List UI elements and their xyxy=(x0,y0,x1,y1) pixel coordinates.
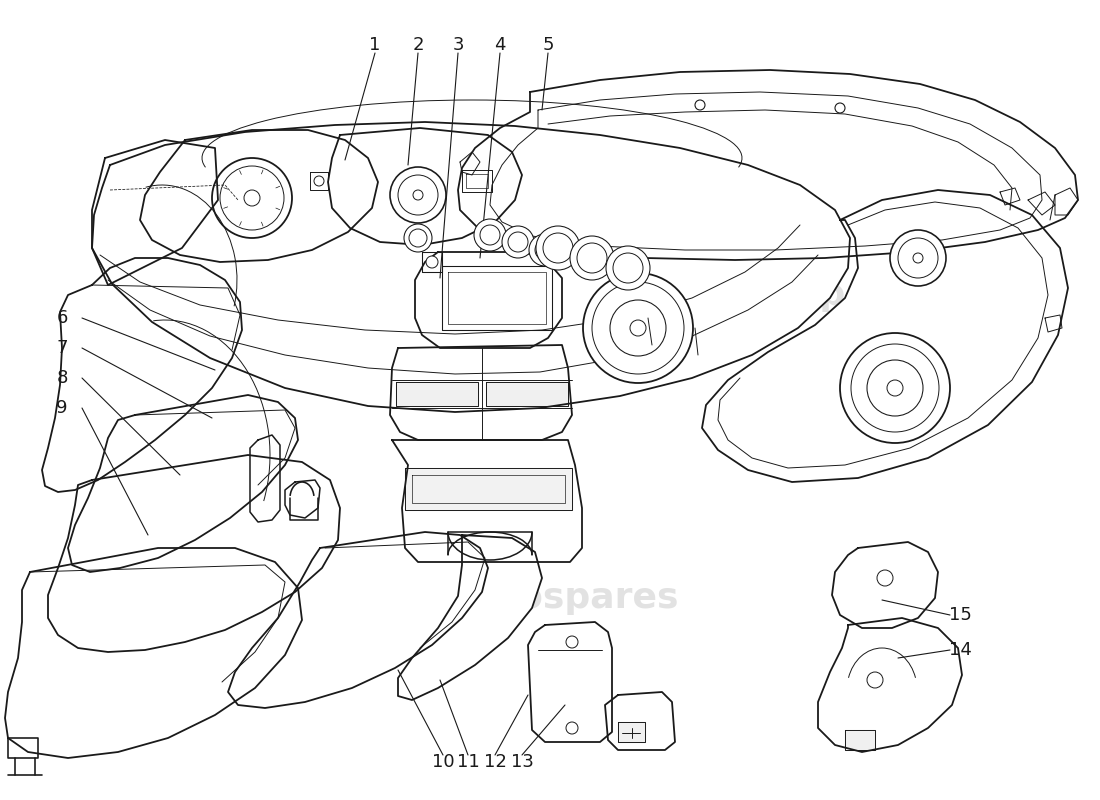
Circle shape xyxy=(583,273,693,383)
Circle shape xyxy=(877,570,893,586)
Polygon shape xyxy=(396,382,478,406)
Circle shape xyxy=(890,230,946,286)
Circle shape xyxy=(314,176,324,186)
Polygon shape xyxy=(1028,192,1055,215)
Text: 3: 3 xyxy=(452,36,464,54)
Polygon shape xyxy=(618,722,645,742)
Circle shape xyxy=(536,226,580,270)
Circle shape xyxy=(570,236,614,280)
Text: 12: 12 xyxy=(484,753,506,771)
Text: eurospares: eurospares xyxy=(706,278,934,312)
Text: 10: 10 xyxy=(431,753,454,771)
Text: 7: 7 xyxy=(56,339,68,357)
Polygon shape xyxy=(528,622,612,742)
Text: 14: 14 xyxy=(948,641,971,659)
Polygon shape xyxy=(140,130,378,262)
Polygon shape xyxy=(285,480,320,518)
Text: 9: 9 xyxy=(56,399,68,417)
Polygon shape xyxy=(462,170,492,192)
Circle shape xyxy=(840,333,950,443)
Circle shape xyxy=(610,300,665,356)
Circle shape xyxy=(630,320,646,336)
Circle shape xyxy=(212,158,292,238)
Circle shape xyxy=(426,256,438,268)
Polygon shape xyxy=(442,266,552,330)
Circle shape xyxy=(412,190,424,200)
Circle shape xyxy=(529,234,561,266)
Text: eurospares: eurospares xyxy=(106,278,334,312)
Polygon shape xyxy=(460,152,480,175)
Circle shape xyxy=(867,360,923,416)
Polygon shape xyxy=(250,435,280,522)
Polygon shape xyxy=(48,455,340,652)
Circle shape xyxy=(474,219,506,251)
Text: eurospares: eurospares xyxy=(266,581,494,615)
Polygon shape xyxy=(1055,188,1078,215)
Text: euro: euro xyxy=(128,246,192,270)
Polygon shape xyxy=(458,70,1078,260)
Polygon shape xyxy=(228,532,488,708)
Polygon shape xyxy=(1000,188,1020,205)
Polygon shape xyxy=(92,122,850,412)
Circle shape xyxy=(867,672,883,688)
Polygon shape xyxy=(1045,315,1062,332)
Circle shape xyxy=(244,190,260,206)
Polygon shape xyxy=(42,258,242,492)
Polygon shape xyxy=(328,128,522,245)
Polygon shape xyxy=(832,542,938,628)
Text: 11: 11 xyxy=(456,753,480,771)
Circle shape xyxy=(566,636,578,648)
Text: 5: 5 xyxy=(542,36,553,54)
Polygon shape xyxy=(702,190,1068,482)
Polygon shape xyxy=(310,172,328,190)
Polygon shape xyxy=(6,548,302,758)
Circle shape xyxy=(606,246,650,290)
Text: 6: 6 xyxy=(56,309,68,327)
Polygon shape xyxy=(818,618,962,752)
Polygon shape xyxy=(398,535,542,700)
Circle shape xyxy=(695,100,705,110)
Polygon shape xyxy=(390,345,572,440)
Text: 2: 2 xyxy=(412,36,424,54)
Text: 15: 15 xyxy=(948,606,971,624)
Polygon shape xyxy=(605,692,675,750)
Polygon shape xyxy=(68,395,298,572)
Text: 13: 13 xyxy=(510,753,534,771)
Text: 8: 8 xyxy=(56,369,68,387)
Polygon shape xyxy=(415,252,562,348)
Text: 1: 1 xyxy=(370,36,381,54)
Polygon shape xyxy=(405,468,572,510)
Circle shape xyxy=(502,226,534,258)
Circle shape xyxy=(404,224,432,252)
Polygon shape xyxy=(392,440,582,562)
Circle shape xyxy=(390,167,446,223)
Circle shape xyxy=(835,103,845,113)
Polygon shape xyxy=(422,252,442,272)
Text: eurospares: eurospares xyxy=(451,581,680,615)
Polygon shape xyxy=(845,730,875,750)
Text: 4: 4 xyxy=(494,36,506,54)
Circle shape xyxy=(566,722,578,734)
Polygon shape xyxy=(92,140,218,285)
Polygon shape xyxy=(486,382,568,406)
Circle shape xyxy=(913,253,923,263)
Circle shape xyxy=(887,380,903,396)
